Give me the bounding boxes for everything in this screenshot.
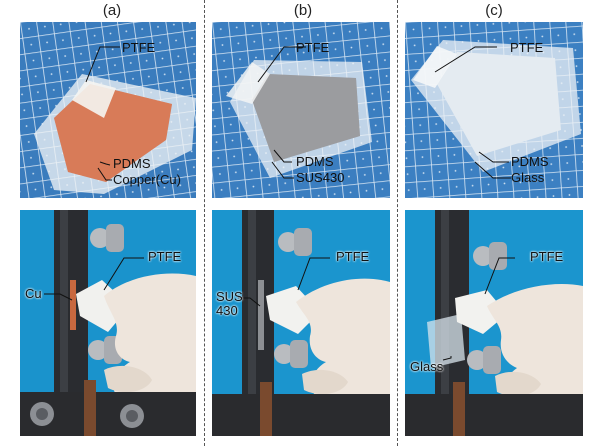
label-a-ptfe-bottom: PTFE [148,249,182,264]
label-b-pdms: PDMS [296,154,334,169]
photo-c-bottom [405,210,583,436]
label-c-glass: Glass [511,170,545,185]
photo-a-bottom [20,210,196,436]
label-a-copper: Copper(Cu) [113,172,181,187]
label-b-sus430-bottom: SUS 430 [216,289,243,318]
label-c-glass-bottom: Glass [410,359,444,374]
label-a-pdms: PDMS [113,156,151,171]
photo-b-top [212,22,390,198]
panel-c-letter: (c) [485,2,503,19]
label-c-ptfe-top: PTFE [510,40,544,55]
label-a-cu: Cu [25,286,42,301]
divider-ab [204,0,205,446]
panel-a-letter: (a) [102,2,122,19]
photo-a-top [20,22,196,198]
panel-b-letter: (b) [293,2,313,19]
label-c-pdms: PDMS [511,154,549,169]
photo-c-top [405,22,583,198]
label-c-ptfe-bottom: PTFE [530,249,564,264]
label-b-sus430: SUS430 [296,170,345,185]
label-b-ptfe-top: PTFE [296,40,330,55]
photo-b-bottom [212,210,390,436]
divider-bc [397,0,398,446]
label-b-ptfe-bottom: PTFE [336,249,370,264]
label-a-ptfe-top: PTFE [122,40,156,55]
